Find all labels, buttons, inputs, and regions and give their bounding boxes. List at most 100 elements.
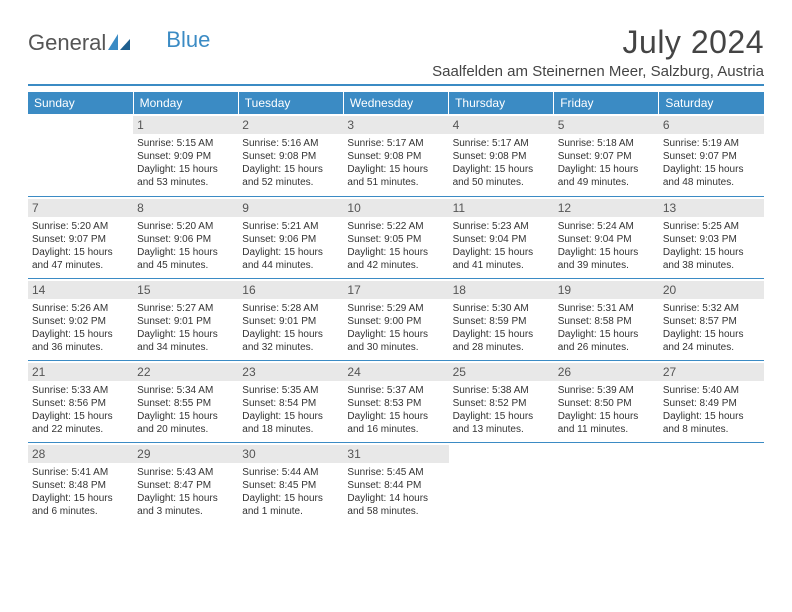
daylight-line: Daylight: 15 hours and 41 minutes.: [453, 246, 550, 272]
day-number: 14: [28, 281, 133, 299]
sunrise-line: Sunrise: 5:28 AM: [242, 302, 339, 315]
day-details: Sunrise: 5:19 AMSunset: 9:07 PMDaylight:…: [663, 137, 760, 189]
sunrise-line: Sunrise: 5:40 AM: [663, 384, 760, 397]
day-details: Sunrise: 5:44 AMSunset: 8:45 PMDaylight:…: [242, 466, 339, 518]
sunrise-line: Sunrise: 5:41 AM: [32, 466, 129, 479]
sunrise-line: Sunrise: 5:45 AM: [347, 466, 444, 479]
daylight-line: Daylight: 15 hours and 18 minutes.: [242, 410, 339, 436]
day-number: 10: [343, 199, 448, 217]
day-number: 30: [238, 445, 343, 463]
sunrise-line: Sunrise: 5:15 AM: [137, 137, 234, 150]
calendar-cell: 26Sunrise: 5:39 AMSunset: 8:50 PMDayligh…: [554, 360, 659, 442]
location: Saalfelden am Steinernen Meer, Salzburg,…: [432, 63, 764, 80]
day-number: 2: [238, 116, 343, 134]
daylight-line: Daylight: 15 hours and 38 minutes.: [663, 246, 760, 272]
day-number: 13: [659, 199, 764, 217]
day-number: 11: [449, 199, 554, 217]
calendar-page: GeneralBlue July 2024 Saalfelden am Stei…: [0, 0, 792, 544]
day-header: Sunday: [28, 92, 133, 114]
sunrise-line: Sunrise: 5:19 AM: [663, 137, 760, 150]
day-details: Sunrise: 5:20 AMSunset: 9:06 PMDaylight:…: [137, 220, 234, 272]
sunrise-line: Sunrise: 5:18 AM: [558, 137, 655, 150]
day-number: 23: [238, 363, 343, 381]
day-number: 22: [133, 363, 238, 381]
daylight-line: Daylight: 15 hours and 11 minutes.: [558, 410, 655, 436]
calendar-cell: 23Sunrise: 5:35 AMSunset: 8:54 PMDayligh…: [238, 360, 343, 442]
calendar-cell: 4Sunrise: 5:17 AMSunset: 9:08 PMDaylight…: [449, 114, 554, 196]
daylight-line: Daylight: 15 hours and 51 minutes.: [347, 163, 444, 189]
calendar-head: SundayMondayTuesdayWednesdayThursdayFrid…: [28, 92, 764, 114]
sunrise-line: Sunrise: 5:16 AM: [242, 137, 339, 150]
calendar-cell: 31Sunrise: 5:45 AMSunset: 8:44 PMDayligh…: [343, 442, 448, 524]
daylight-line: Daylight: 15 hours and 8 minutes.: [663, 410, 760, 436]
day-number: 9: [238, 199, 343, 217]
calendar-cell: 1Sunrise: 5:15 AMSunset: 9:09 PMDaylight…: [133, 114, 238, 196]
sunset-line: Sunset: 9:08 PM: [347, 150, 444, 163]
day-number: 26: [554, 363, 659, 381]
day-header: Tuesday: [238, 92, 343, 114]
daylight-line: Daylight: 15 hours and 28 minutes.: [453, 328, 550, 354]
daylight-line: Daylight: 15 hours and 34 minutes.: [137, 328, 234, 354]
calendar-week-row: 1Sunrise: 5:15 AMSunset: 9:09 PMDaylight…: [28, 114, 764, 196]
day-details: Sunrise: 5:28 AMSunset: 9:01 PMDaylight:…: [242, 302, 339, 354]
day-details: Sunrise: 5:20 AMSunset: 9:07 PMDaylight:…: [32, 220, 129, 272]
calendar-table: SundayMondayTuesdayWednesdayThursdayFrid…: [28, 92, 764, 524]
day-number: 8: [133, 199, 238, 217]
daylight-line: Daylight: 15 hours and 45 minutes.: [137, 246, 234, 272]
sunrise-line: Sunrise: 5:31 AM: [558, 302, 655, 315]
day-details: Sunrise: 5:21 AMSunset: 9:06 PMDaylight:…: [242, 220, 339, 272]
day-details: Sunrise: 5:33 AMSunset: 8:56 PMDaylight:…: [32, 384, 129, 436]
sunset-line: Sunset: 8:53 PM: [347, 397, 444, 410]
daylight-line: Daylight: 15 hours and 20 minutes.: [137, 410, 234, 436]
sunset-line: Sunset: 8:49 PM: [663, 397, 760, 410]
calendar-cell: 13 Sunrise: 5:25 AMSunset: 9:03 PMDayligh…: [659, 196, 764, 278]
sunrise-line: Sunrise: 5:35 AM: [242, 384, 339, 397]
calendar-cell: 19Sunrise: 5:31 AMSunset: 8:58 PMDayligh…: [554, 278, 659, 360]
calendar-body: 1Sunrise: 5:15 AMSunset: 9:09 PMDaylight…: [28, 114, 764, 524]
daylight-line: Daylight: 15 hours and 49 minutes.: [558, 163, 655, 189]
calendar-cell: [554, 442, 659, 524]
calendar-cell: 10 Sunrise: 5:22 AMSunset: 9:05 PMDayligh…: [343, 196, 448, 278]
calendar-cell: 18Sunrise: 5:30 AMSunset: 8:59 PMDayligh…: [449, 278, 554, 360]
calendar-cell: 7 Sunrise: 5:20 AMSunset: 9:07 PMDaylight…: [28, 196, 133, 278]
day-details: Sunrise: 5:41 AMSunset: 8:48 PMDaylight:…: [32, 466, 129, 518]
sunset-line: Sunset: 8:57 PM: [663, 315, 760, 328]
day-number: 5: [554, 116, 659, 134]
logo-text-sub: Blue: [166, 27, 210, 53]
logo-text-main: General: [28, 30, 106, 56]
sunset-line: Sunset: 8:56 PM: [32, 397, 129, 410]
sunrise-line: Sunrise: 5:20 AM: [32, 220, 129, 233]
day-details: Sunrise: 5:25 AMSunset: 9:03 PMDaylight:…: [663, 220, 760, 272]
sunrise-line: Sunrise: 5:38 AM: [453, 384, 550, 397]
sunset-line: Sunset: 9:00 PM: [347, 315, 444, 328]
daylight-line: Daylight: 15 hours and 1 minute.: [242, 492, 339, 518]
calendar-cell: 24Sunrise: 5:37 AMSunset: 8:53 PMDayligh…: [343, 360, 448, 442]
calendar-cell: 9 Sunrise: 5:21 AMSunset: 9:06 PMDaylight…: [238, 196, 343, 278]
sunset-line: Sunset: 9:07 PM: [32, 233, 129, 246]
sunset-line: Sunset: 8:44 PM: [347, 479, 444, 492]
daylight-line: Daylight: 15 hours and 42 minutes.: [347, 246, 444, 272]
calendar-cell: 8 Sunrise: 5:20 AMSunset: 9:06 PMDaylight…: [133, 196, 238, 278]
day-details: Sunrise: 5:17 AMSunset: 9:08 PMDaylight:…: [453, 137, 550, 189]
day-header-row: SundayMondayTuesdayWednesdayThursdayFrid…: [28, 92, 764, 114]
daylight-line: Daylight: 15 hours and 6 minutes.: [32, 492, 129, 518]
day-details: Sunrise: 5:22 AMSunset: 9:05 PMDaylight:…: [347, 220, 444, 272]
sunset-line: Sunset: 8:47 PM: [137, 479, 234, 492]
daylight-line: Daylight: 15 hours and 22 minutes.: [32, 410, 129, 436]
day-number: 21: [28, 363, 133, 381]
sunrise-line: Sunrise: 5:39 AM: [558, 384, 655, 397]
day-details: Sunrise: 5:32 AMSunset: 8:57 PMDaylight:…: [663, 302, 760, 354]
day-number: 15: [133, 281, 238, 299]
day-number: 7: [28, 199, 133, 217]
day-details: Sunrise: 5:34 AMSunset: 8:55 PMDaylight:…: [137, 384, 234, 436]
day-header: Wednesday: [343, 92, 448, 114]
sunset-line: Sunset: 9:07 PM: [663, 150, 760, 163]
day-number: 25: [449, 363, 554, 381]
sunrise-line: Sunrise: 5:33 AM: [32, 384, 129, 397]
day-header: Thursday: [449, 92, 554, 114]
daylight-line: Daylight: 15 hours and 36 minutes.: [32, 328, 129, 354]
sunrise-line: Sunrise: 5:27 AM: [137, 302, 234, 315]
day-number: 6: [659, 116, 764, 134]
sunrise-line: Sunrise: 5:44 AM: [242, 466, 339, 479]
day-number: 20: [659, 281, 764, 299]
